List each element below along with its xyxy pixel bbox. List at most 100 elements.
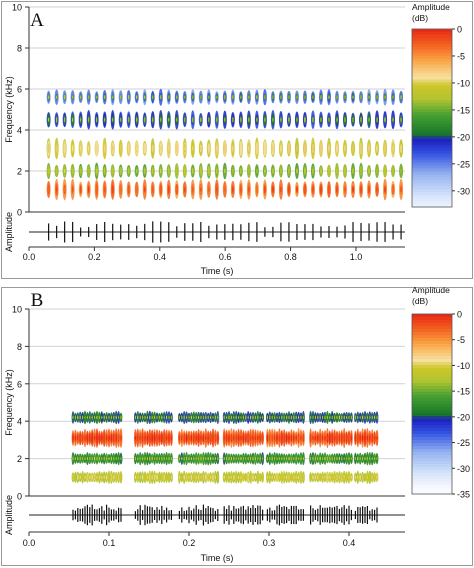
spectrogram-cell: [296, 117, 298, 122]
spectrogram-cell: [86, 435, 88, 441]
spectrogram-cell: [346, 415, 348, 419]
spectrogram-cell: [280, 186, 282, 193]
spectrogram-cell: [240, 145, 242, 152]
spectrogram-cell: [314, 415, 316, 420]
spectrogram-cell: [156, 456, 158, 461]
spectrogram-cell: [200, 475, 202, 479]
spectrogram-cell: [152, 145, 154, 151]
colorbar-swatch: [412, 159, 452, 164]
colorbar-tick-label: -30: [457, 464, 470, 474]
spectrogram-cell: [320, 187, 322, 192]
spectrogram-cell: [183, 456, 185, 461]
spectrogram-cell: [208, 145, 210, 152]
spectrogram-cell: [64, 186, 66, 193]
spectrogram-cell: [106, 415, 108, 419]
spectrogram-cell: [200, 169, 202, 173]
spectrogram-cell: [128, 186, 130, 193]
spectrogram-cell: [103, 415, 105, 420]
colorbar-swatch: [412, 359, 452, 363]
spectrogram-cell: [371, 435, 373, 441]
spectrogram-cell: [233, 456, 235, 461]
waveform: [29, 221, 405, 243]
spectrogram-cell: [271, 415, 273, 420]
spectrogram-cell: [257, 475, 259, 479]
colorbar-tick-label: -5: [457, 51, 465, 61]
spectrogram-cell: [79, 456, 81, 461]
spectrogram-cell: [322, 457, 324, 461]
spectrogram-cell: [176, 117, 178, 122]
spectrogram-cell: [350, 415, 352, 420]
colorbar-swatch: [412, 31, 452, 36]
x-tick-label: 0.2: [183, 538, 196, 548]
spectrogram-cell: [104, 169, 106, 173]
spectrogram-cell: [64, 117, 66, 123]
spectrogram-cell: [80, 187, 82, 192]
colorbar-swatch: [412, 61, 452, 66]
spectrogram-cell: [212, 436, 214, 440]
spectrogram-cell: [346, 457, 348, 460]
colorbar-tick-label: -15: [457, 387, 470, 397]
spectrogram-cell: [317, 475, 319, 479]
spectrogram-cell: [64, 168, 66, 174]
spectrogram-cell: [392, 169, 394, 173]
spectrogram-cell: [290, 415, 292, 420]
spectrogram-cell: [120, 145, 122, 152]
colorbar-tick-label: 0: [457, 25, 462, 35]
spectrogram-cell: [312, 95, 314, 100]
spectrogram-cell: [344, 95, 346, 100]
colorbar-tick-label: -25: [457, 159, 470, 169]
spectrogram-cell: [376, 457, 378, 461]
spectrogram-cell: [96, 95, 98, 99]
spectrogram-cell: [200, 94, 202, 100]
spectrogram-cell: [48, 95, 50, 99]
spectrogram-cell: [283, 456, 285, 461]
spectrogram-cell: [271, 456, 273, 461]
spectrogram-cell: [166, 457, 168, 461]
spectrogram-cell: [190, 457, 192, 461]
spectrogram-cell: [304, 186, 306, 193]
spectrogram-cell: [195, 456, 197, 461]
spectrogram-cell: [252, 436, 254, 441]
spectrogram-cell: [274, 456, 276, 461]
spectrogram-cell: [334, 456, 336, 461]
spectrogram-cell: [319, 456, 321, 461]
spectrogram-cell: [98, 456, 100, 461]
spectrogram-cell: [266, 475, 268, 479]
spectrogram-cell: [274, 415, 276, 419]
spectrogram-cell: [86, 475, 88, 480]
spectrogram-cell: [334, 436, 336, 441]
spectrogram-cell: [328, 168, 330, 174]
spectrogram-cell: [302, 457, 304, 461]
colorbar-swatch: [412, 323, 452, 327]
spectrogram-cell: [82, 415, 84, 420]
spectrogram-cell: [72, 435, 74, 441]
spectrogram-cell: [317, 415, 319, 420]
spectrogram-cell: [170, 435, 172, 441]
x-tick-label: 0.4: [154, 252, 167, 262]
spectrogram-cell: [202, 415, 204, 419]
spectrogram-cell: [374, 415, 376, 419]
spectrogram-cell: [168, 145, 170, 152]
spectrogram-cell: [331, 475, 333, 479]
y-tick-label: 2: [17, 454, 22, 464]
spectrogram-cell: [259, 416, 261, 419]
spectrogram-cell: [144, 456, 146, 461]
spectrogram-cell: [118, 415, 120, 419]
spectrogram-cell: [269, 476, 271, 479]
spectrogram-cell: [235, 475, 237, 480]
spectrogram-cell: [110, 416, 112, 419]
spectrogram-cell: [312, 457, 314, 461]
colorbar-swatch: [412, 422, 452, 426]
spectrogram-cell: [326, 475, 328, 479]
spectrogram-cell: [223, 457, 225, 460]
spectrogram-cell: [248, 186, 250, 193]
spectrogram-cell: [224, 186, 226, 193]
spectrogram-cell: [295, 456, 297, 461]
spectrogram-cell: [269, 456, 271, 461]
spectrogram-cell: [286, 415, 288, 420]
spectrogram-cell: [384, 186, 386, 193]
spectrogram-cell: [156, 415, 158, 420]
spectrogram-cell: [208, 169, 210, 173]
colorbar-swatch: [412, 37, 452, 42]
colorbar-swatch: [412, 449, 452, 453]
